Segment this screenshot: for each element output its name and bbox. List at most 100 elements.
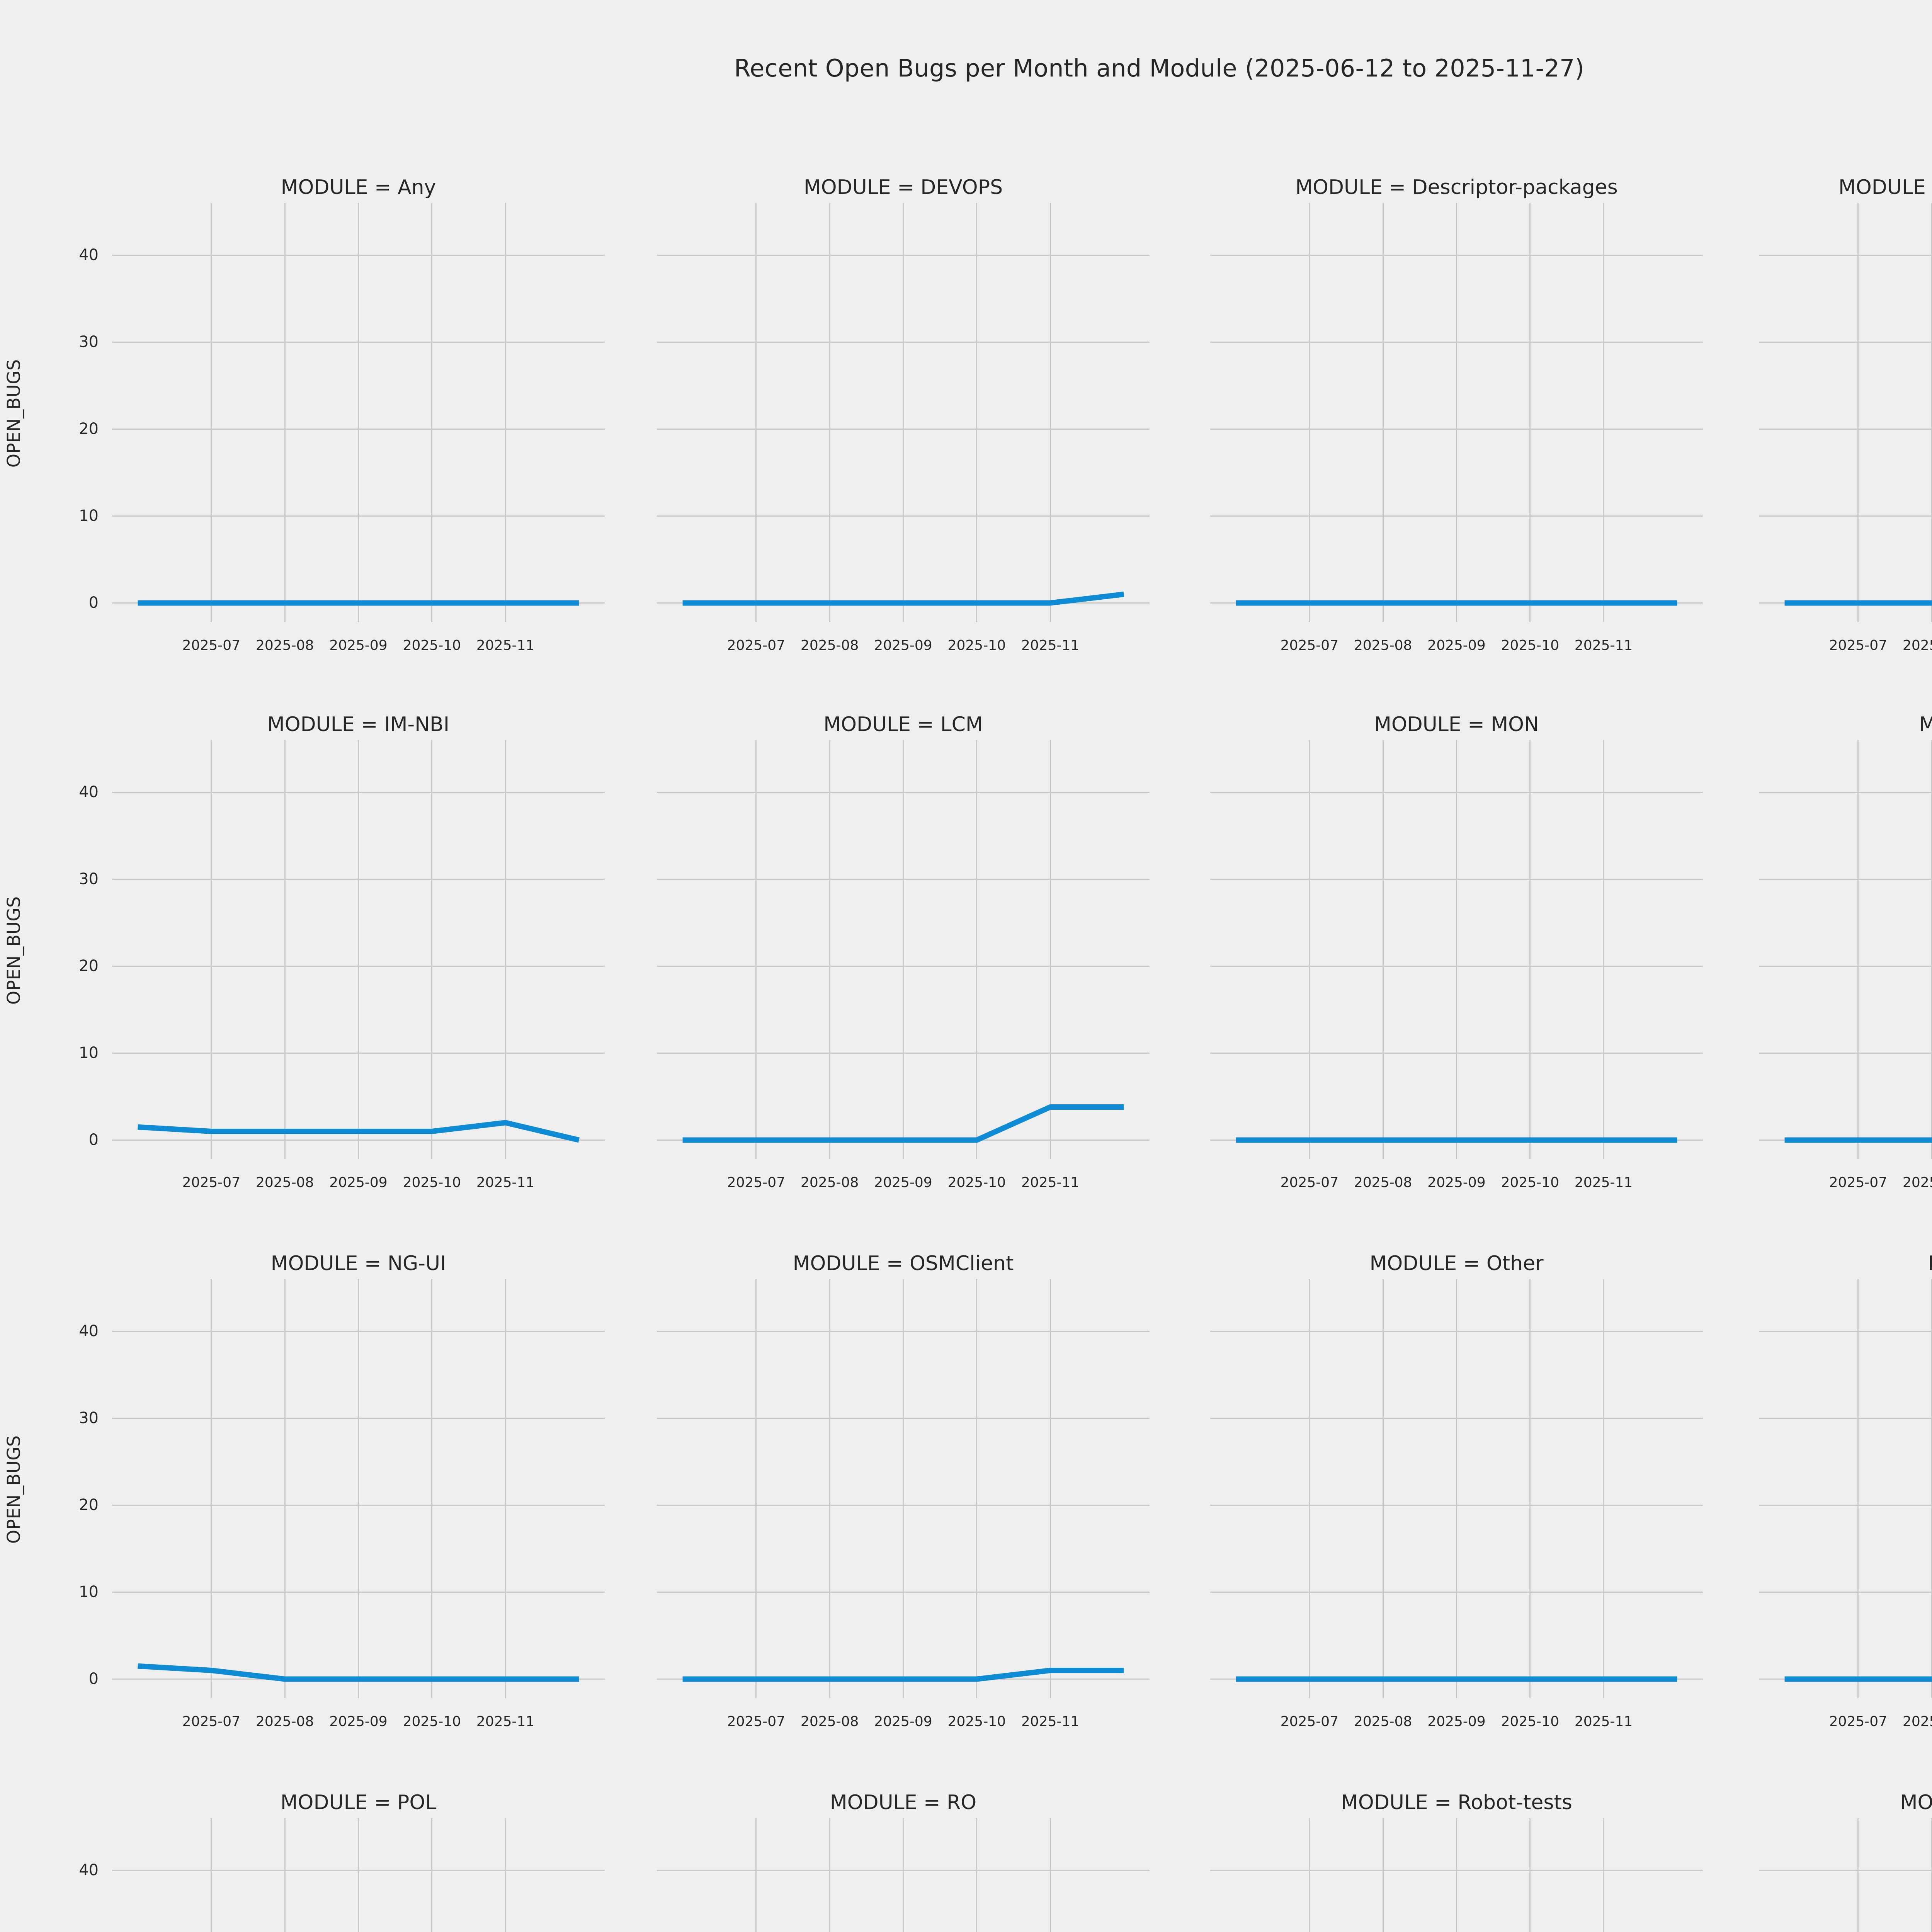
x-tick-label: 2025-07 bbox=[1280, 1714, 1339, 1730]
gridline-horizontal bbox=[1210, 1504, 1703, 1506]
x-tick-label: 2025-08 bbox=[1354, 638, 1412, 653]
gridline-vertical bbox=[431, 1279, 433, 1698]
x-tick-label: 2025-08 bbox=[1354, 1714, 1412, 1730]
plot-area bbox=[1210, 1818, 1703, 1932]
gridline-horizontal bbox=[657, 1417, 1150, 1419]
gridline-horizontal bbox=[657, 341, 1150, 343]
series-line bbox=[682, 592, 1124, 606]
y-tick-label: 30 bbox=[79, 333, 99, 351]
x-tick-label: 2025-08 bbox=[255, 1714, 314, 1730]
y-tick-label: 0 bbox=[88, 1670, 99, 1688]
y-tick-label: 0 bbox=[88, 594, 99, 612]
gridline-horizontal bbox=[1759, 791, 1932, 793]
x-tick-label: 2025-11 bbox=[1021, 1175, 1080, 1190]
facet-title: MODULE = PLA bbox=[1759, 1252, 1932, 1275]
plot-area bbox=[112, 740, 605, 1159]
facet-panel: MODULE = OSMClient 2025-07 2025-08 2025-09 2… bbox=[657, 1252, 1150, 1760]
gridline-vertical bbox=[1529, 1818, 1531, 1932]
gridline-horizontal bbox=[112, 1417, 605, 1419]
gridline-vertical bbox=[903, 1818, 904, 1932]
gridline-vertical bbox=[505, 203, 506, 622]
gridline-vertical bbox=[431, 203, 433, 622]
facet-panel: MODULE = Robot-tests2025-072025-082025-0… bbox=[1210, 1791, 1703, 1932]
gridline-vertical bbox=[1309, 203, 1310, 622]
plot-area bbox=[1210, 740, 1703, 1159]
gridline-vertical bbox=[1049, 740, 1051, 1159]
gridline-vertical bbox=[1382, 203, 1384, 622]
series-line bbox=[138, 1120, 580, 1143]
x-tick-label: 2025-08 bbox=[1902, 1714, 1932, 1730]
x-tick-label: 2025-11 bbox=[476, 638, 535, 653]
y-tick-label: 40 bbox=[79, 1861, 99, 1879]
gridline-vertical bbox=[1049, 1818, 1051, 1932]
series-line bbox=[682, 1104, 1124, 1143]
facet-title: MODULE = Robot-tests bbox=[1341, 1791, 1572, 1814]
gridline-horizontal bbox=[657, 1504, 1150, 1506]
facet-title: MODULE = Unknown bbox=[1900, 1791, 1932, 1814]
series-line bbox=[138, 600, 579, 606]
gridline-vertical bbox=[1309, 740, 1310, 1159]
facet-title: MODULE = MON bbox=[1374, 713, 1539, 736]
y-tick-label: 20 bbox=[79, 420, 99, 438]
gridline-horizontal bbox=[657, 515, 1150, 517]
series-line bbox=[1784, 600, 1932, 606]
x-tick-label: 2025-10 bbox=[403, 1175, 461, 1190]
facet-panel: MODULE = IM-NBI 0 10 20 30 40 OPEN_BUGS 2025-07… bbox=[3, 713, 605, 1221]
series-line bbox=[1236, 1137, 1677, 1143]
x-tick-label: 2025-09 bbox=[329, 638, 388, 653]
x-tick-label: 2025-07 bbox=[727, 638, 786, 653]
x-tick-label: 2025-07 bbox=[182, 1714, 241, 1730]
gridline-vertical bbox=[211, 740, 212, 1159]
facet-title: MODULE = RO bbox=[830, 1791, 977, 1814]
gridline-vertical bbox=[1931, 203, 1932, 622]
gridline-vertical bbox=[755, 203, 757, 622]
gridline-horizontal bbox=[1210, 1591, 1703, 1593]
gridline-vertical bbox=[829, 1818, 830, 1932]
series-line bbox=[112, 1818, 605, 1932]
gridline-horizontal bbox=[1759, 965, 1932, 967]
x-tick-label: 2025-09 bbox=[874, 1175, 932, 1190]
x-tick-label: 2025-09 bbox=[1427, 1175, 1486, 1190]
gridline-horizontal bbox=[112, 341, 605, 343]
gridline-horizontal bbox=[657, 1869, 1150, 1871]
x-tick-label: 2025-10 bbox=[1501, 1175, 1560, 1190]
gridline-vertical bbox=[1931, 740, 1932, 1159]
gridline-vertical bbox=[505, 1818, 506, 1932]
x-tick-label: 2025-09 bbox=[874, 638, 932, 653]
gridline-horizontal bbox=[112, 1591, 605, 1593]
gridline-horizontal bbox=[1210, 1417, 1703, 1419]
plot-area bbox=[112, 203, 605, 622]
gridline-horizontal bbox=[1759, 878, 1932, 880]
facet-title: MODULE = POL bbox=[280, 1791, 437, 1814]
gridline-horizontal bbox=[657, 1052, 1150, 1054]
gridline-horizontal bbox=[657, 1591, 1150, 1593]
x-tick-label: 2025-09 bbox=[329, 1175, 388, 1190]
gridline-horizontal bbox=[1210, 1330, 1703, 1332]
x-tick-label: 2025-11 bbox=[476, 1175, 535, 1190]
facet-panel: MODULE = MON 2025-07 2025-08 2025-09 2025-10… bbox=[1210, 713, 1703, 1221]
gridline-vertical bbox=[1382, 740, 1384, 1159]
gridline-horizontal bbox=[1759, 1591, 1932, 1593]
gridline-vertical bbox=[755, 740, 757, 1159]
gridline-horizontal bbox=[657, 878, 1150, 880]
plot-area bbox=[657, 1279, 1150, 1698]
gridline-horizontal bbox=[112, 515, 605, 517]
plot-area bbox=[657, 1818, 1150, 1932]
gridline-vertical bbox=[903, 1279, 904, 1698]
x-tick-label: 2025-08 bbox=[255, 638, 314, 653]
gridline-horizontal bbox=[112, 1139, 605, 1141]
facet-panel: MODULE = Other 2025-07 2025-08 2025-09 2025-… bbox=[1210, 1252, 1703, 1760]
gridline-vertical bbox=[1049, 1279, 1051, 1698]
gridline-vertical bbox=[284, 1279, 286, 1698]
series-line bbox=[1236, 600, 1677, 606]
gridline-horizontal bbox=[1210, 791, 1703, 793]
facet-panel: MODULE = PLA2025-072025-082025-092025-10… bbox=[1759, 1252, 1932, 1760]
facet-panel: MODULE = RO2025-072025-082025-092025-102… bbox=[657, 1791, 1150, 1932]
gridline-horizontal bbox=[657, 254, 1150, 256]
gridline-vertical bbox=[1456, 1279, 1457, 1698]
gridline-horizontal bbox=[657, 791, 1150, 793]
gridline-horizontal bbox=[112, 1869, 605, 1871]
gridline-vertical bbox=[1456, 1818, 1457, 1932]
x-tick-label: 2025-07 bbox=[1829, 1714, 1888, 1730]
